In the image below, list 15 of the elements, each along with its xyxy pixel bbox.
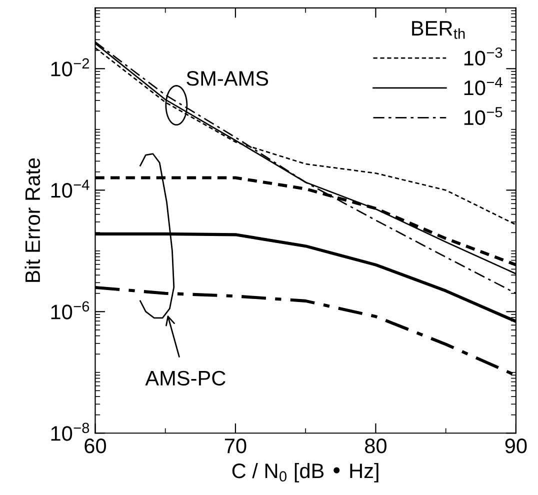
y-tick-label: 10$^{−4}$ (51, 180, 90, 198)
x-tick-label: 80 (365, 438, 386, 454)
legend-label: 10$^{−4}$ (464, 77, 502, 96)
legend-label: 10$^{−5}$ (464, 107, 502, 126)
x-tick-label: 60 (84, 438, 106, 454)
legend-title: BER$_{th}$ (412, 21, 465, 39)
y-axis-title: Bit Error Rate (24, 158, 40, 282)
x-tick-label: 90 (505, 438, 527, 454)
annotation: SM-AMS (186, 71, 268, 86)
x-axis-title: C / N$_{0}$ [dB • Hz] (232, 462, 378, 482)
annotation: AMS-PC (145, 370, 226, 386)
y-tick-label: 10$^{−6}$ (51, 301, 90, 320)
y-tick-label: 10$^{−2}$ (51, 58, 89, 76)
x-tick-label: 70 (224, 438, 246, 454)
legend-label: 10$^{−3}$ (464, 47, 502, 66)
